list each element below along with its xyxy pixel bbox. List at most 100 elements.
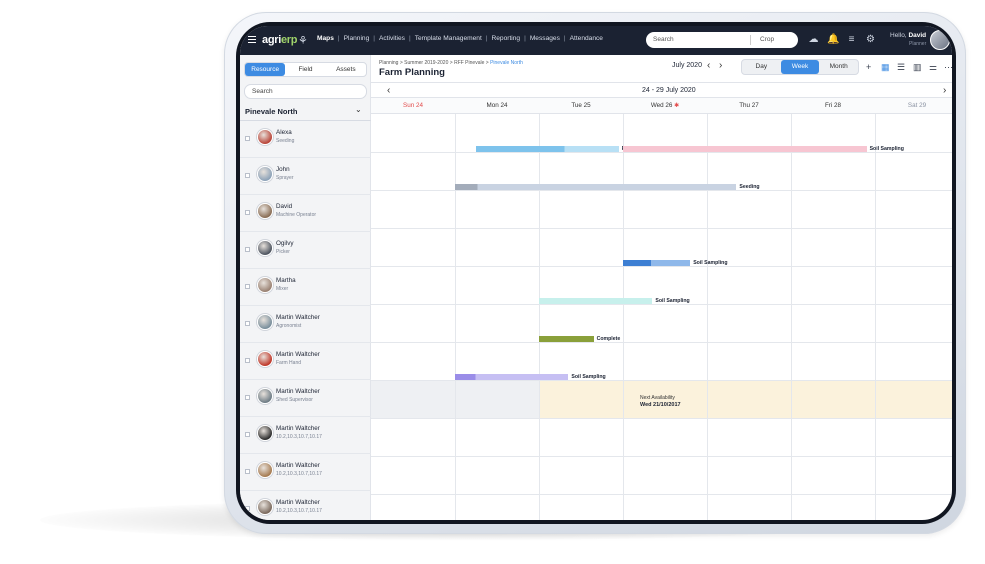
map-icon[interactable]: ▥ (913, 62, 922, 72)
week-range: 24 - 29 July 2020 (642, 87, 696, 94)
week-navigator: ‹ 24 - 29 July 2020 › (371, 82, 952, 98)
day-header[interactable]: Sat 29 (875, 102, 952, 109)
resource-name: Martin Waltcher (276, 425, 320, 432)
task-label[interactable]: Soil Sampling (693, 259, 728, 266)
task-bar[interactable] (455, 184, 737, 190)
resource-row[interactable]: Alexa Seeding (240, 121, 371, 158)
resource-role: Farm Hand (276, 360, 302, 366)
calendar-icon[interactable]: ▦ (881, 62, 890, 72)
resource-avatar (257, 351, 273, 367)
row-divider (371, 190, 952, 191)
task-bar[interactable] (455, 374, 569, 380)
resource-role: 10.2,10.3,10.7,10.17 (276, 471, 322, 477)
resource-checkbox[interactable] (245, 247, 250, 252)
resource-avatar (257, 129, 273, 145)
day-header[interactable]: Mon 24 (455, 102, 539, 109)
day-divider (539, 114, 540, 520)
nav-planning[interactable]: Planning (343, 35, 370, 42)
task-bar[interactable] (539, 298, 653, 304)
tab-resource[interactable]: Resource (245, 63, 286, 76)
resource-checkbox[interactable] (245, 321, 250, 326)
resource-avatar (257, 499, 273, 515)
resource-role: 10.2,10.3,10.7,10.17 (276, 434, 322, 440)
resource-row[interactable]: John Sprayer (240, 158, 371, 195)
sliders-icon[interactable]: ⚌ (929, 62, 938, 72)
app-logo[interactable]: agrierp (262, 34, 298, 46)
breadcrumb: Planning > Summer 2019-2020 > RFF Pineva… (379, 60, 523, 66)
crop-filter[interactable]: Crop (760, 36, 775, 43)
day-header-row: Sun 24 Mon 24 Tue 25 Wed 26 ✱ Thu 27 Fri 28 Sa… (371, 98, 952, 114)
resource-row[interactable]: Ogilvy Picker (240, 232, 371, 269)
day-header[interactable]: Thu 27 (707, 102, 791, 109)
resource-checkbox[interactable] (245, 173, 250, 178)
resource-row[interactable]: Martin Waltcher 10.2,10.3,10.7,10.17 (240, 491, 371, 520)
group-title[interactable]: Pinevale North (245, 107, 298, 116)
resource-row[interactable]: Martin Waltcher Agronomist (240, 306, 371, 343)
task-bar[interactable] (623, 146, 867, 152)
filters-icon[interactable]: ≡ (848, 34, 855, 45)
resource-row[interactable]: David Machine Operator (240, 195, 371, 232)
resource-checkbox[interactable] (245, 395, 250, 400)
resource-checkbox[interactable] (245, 210, 250, 215)
chevron-down-icon[interactable]: ⌄ (355, 105, 362, 114)
resource-checkbox[interactable] (245, 506, 250, 511)
task-label[interactable]: Seeding (739, 183, 760, 190)
resource-checkbox[interactable] (245, 358, 250, 363)
nav-template-management[interactable]: Template Management (414, 35, 482, 42)
next-week-icon[interactable]: › (943, 85, 947, 96)
view-week-button[interactable]: Week (780, 60, 820, 74)
notification-bell-icon[interactable]: 🔔 (827, 34, 840, 45)
day-header[interactable]: Tue 25 (539, 102, 623, 109)
next-month-icon[interactable]: › (719, 60, 723, 71)
more-icon[interactable]: ⋯ (944, 62, 952, 72)
task-label[interactable]: Soil Sampling (655, 297, 690, 304)
resource-row[interactable]: Martin Waltcher 10.2,10.3,10.7,10.17 (240, 454, 371, 491)
resource-row[interactable]: Martin Waltcher Farm Hand (240, 343, 371, 380)
view-month-button[interactable]: Month (829, 63, 848, 70)
tab-assets[interactable]: Assets (336, 66, 356, 73)
resource-row[interactable]: Martin Waltcher Shed Supervisor (240, 380, 371, 417)
day-header[interactable]: Fri 28 (791, 102, 875, 109)
nav-reporting[interactable]: Reporting (491, 35, 521, 42)
day-header[interactable]: Sun 24 (371, 102, 455, 109)
user-avatar[interactable] (930, 30, 950, 50)
nav-activities[interactable]: Activities (378, 35, 405, 42)
task-bar[interactable] (476, 146, 619, 152)
task-label[interactable]: Soil Sampling (869, 145, 904, 152)
list-view-icon[interactable]: ☰ (897, 62, 906, 72)
user-name: David (908, 32, 927, 39)
view-day-button[interactable]: Day (755, 63, 768, 70)
resource-checkbox[interactable] (245, 284, 250, 289)
global-search-input[interactable]: Search Crop (646, 32, 798, 48)
task-label[interactable]: Complete (596, 335, 621, 342)
resource-checkbox[interactable] (245, 469, 250, 474)
resource-avatar (257, 388, 273, 404)
resource-row[interactable]: Martha Mixer (240, 269, 371, 306)
resource-search-input[interactable]: Search (244, 84, 367, 99)
resource-checkbox[interactable] (245, 432, 250, 437)
resource-avatar (257, 166, 273, 182)
resource-name: Martin Waltcher (276, 462, 320, 469)
resource-role: Machine Operator (276, 212, 317, 218)
prev-week-icon[interactable]: ‹ (387, 85, 391, 96)
weather-icon[interactable]: ☁ (808, 34, 819, 45)
add-icon[interactable]: + (866, 62, 872, 72)
day-header-label: Mon 24 (486, 102, 508, 109)
hamburger-menu-icon[interactable] (248, 36, 256, 43)
prev-month-icon[interactable]: ‹ (707, 60, 711, 71)
resource-avatar (257, 277, 273, 293)
task-bar[interactable] (623, 260, 691, 266)
breadcrumb-item[interactable]: Planning (379, 60, 399, 66)
task-bar[interactable] (539, 336, 594, 342)
tab-field[interactable]: Field (298, 66, 313, 73)
nav-maps[interactable]: Maps (317, 35, 334, 42)
breadcrumb-item[interactable]: Summer 2019-2020 (404, 60, 449, 66)
nav-messages[interactable]: Messages (529, 35, 560, 42)
task-label[interactable]: Soil Sampling (571, 373, 606, 380)
nav-attendance[interactable]: Attendance (569, 35, 603, 42)
day-header[interactable]: Wed 26 ✱ (623, 102, 707, 109)
settings-gear-icon[interactable]: ⚙ (866, 34, 875, 45)
breadcrumb-item[interactable]: RFF Pinevale (454, 60, 485, 66)
resource-checkbox[interactable] (245, 136, 250, 141)
resource-row[interactable]: Martin Waltcher 10.2,10.3,10.7,10.17 (240, 417, 371, 454)
